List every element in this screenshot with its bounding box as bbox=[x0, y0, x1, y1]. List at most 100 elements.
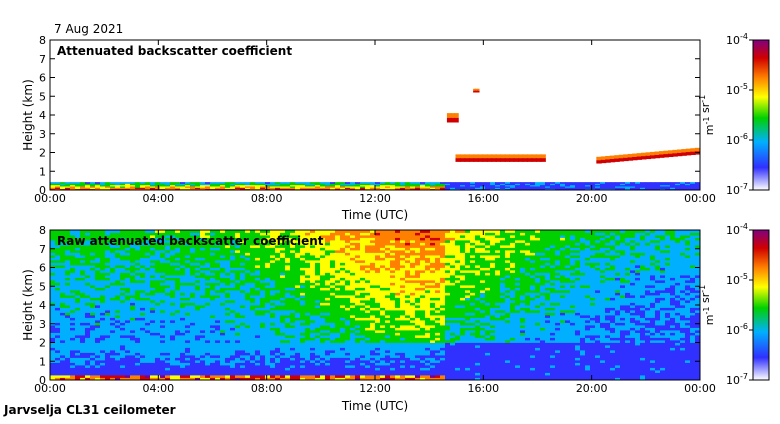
heat-cell bbox=[155, 300, 160, 303]
heat-cell bbox=[295, 275, 300, 278]
heat-cell bbox=[380, 310, 385, 313]
heat-cell bbox=[125, 313, 130, 316]
heat-cell bbox=[60, 320, 65, 323]
heat-cell bbox=[310, 360, 315, 363]
heat-cell bbox=[320, 303, 325, 306]
heat-cell bbox=[65, 328, 70, 331]
heat-cell bbox=[335, 350, 340, 353]
heat-cell bbox=[70, 343, 75, 346]
heat-cell bbox=[365, 310, 370, 313]
heat-cell bbox=[65, 298, 70, 301]
heat-cell bbox=[335, 263, 340, 266]
heat-cell bbox=[260, 343, 265, 346]
heat-cell bbox=[310, 280, 315, 283]
heat-cell bbox=[150, 280, 155, 283]
heat-cell bbox=[310, 373, 315, 376]
heat-cell bbox=[340, 293, 345, 296]
heat-cell bbox=[90, 273, 95, 276]
heat-cell bbox=[260, 340, 265, 343]
heat-cell bbox=[255, 182, 260, 184]
heat-cell bbox=[50, 255, 55, 258]
heat-cell bbox=[155, 355, 160, 358]
heat-cell bbox=[325, 258, 330, 261]
heat-cell bbox=[265, 305, 270, 308]
heat-cell bbox=[105, 250, 110, 253]
heat-cell bbox=[315, 320, 320, 323]
heat-cell bbox=[265, 293, 270, 296]
heat-cell bbox=[145, 270, 150, 273]
heat-cell bbox=[155, 265, 160, 268]
heat-cell bbox=[105, 310, 110, 313]
heat-cell bbox=[180, 345, 185, 348]
heat-cell bbox=[165, 250, 170, 253]
heat-cell bbox=[315, 182, 320, 184]
heat-cell bbox=[90, 375, 95, 378]
heat-cell bbox=[375, 360, 380, 363]
heat-cell bbox=[125, 375, 130, 378]
heat-cell bbox=[365, 283, 370, 286]
heat-cell bbox=[300, 358, 305, 361]
heat-cell bbox=[365, 325, 370, 328]
heat-cell bbox=[300, 290, 305, 293]
heat-cell bbox=[360, 368, 365, 371]
heat-cell bbox=[95, 182, 100, 184]
heat-cell bbox=[240, 355, 245, 358]
heat-cell bbox=[185, 300, 190, 303]
heat-cell bbox=[305, 323, 310, 326]
heat-cell bbox=[300, 283, 305, 286]
heat-cell bbox=[70, 365, 75, 368]
heat-cell bbox=[140, 328, 145, 331]
heat-cell bbox=[260, 338, 265, 341]
heat-cell bbox=[300, 300, 305, 303]
heat-cell bbox=[380, 265, 385, 268]
heat-cell bbox=[200, 320, 205, 323]
heat-cell bbox=[240, 253, 245, 256]
heat-cell bbox=[100, 303, 105, 306]
heat-cell bbox=[190, 363, 195, 366]
heat-cell bbox=[230, 303, 235, 306]
heat-cell bbox=[195, 288, 200, 291]
heat-cell bbox=[295, 328, 300, 331]
heat-cell bbox=[165, 325, 170, 328]
heat-cell bbox=[170, 350, 175, 353]
heat-cell bbox=[290, 182, 295, 184]
heat-cell bbox=[115, 315, 120, 318]
heat-cell bbox=[365, 275, 370, 278]
heat-cell bbox=[205, 313, 210, 316]
heat-cell bbox=[360, 328, 365, 331]
heat-cell bbox=[220, 328, 225, 331]
heat-cell bbox=[370, 308, 375, 311]
heat-cell bbox=[285, 275, 290, 278]
heat-cell bbox=[135, 300, 140, 303]
heat-cell bbox=[185, 343, 190, 346]
heat-cell bbox=[165, 295, 170, 298]
heat-cell bbox=[245, 340, 250, 343]
heat-cell bbox=[105, 270, 110, 273]
heat-cell bbox=[185, 368, 190, 371]
heat-cell bbox=[135, 270, 140, 273]
heat-cell bbox=[115, 250, 120, 253]
heat-cell bbox=[235, 353, 240, 356]
heat-cell bbox=[120, 360, 125, 363]
heat-cell bbox=[180, 270, 185, 273]
heat-cell bbox=[165, 305, 170, 308]
heat-cell bbox=[60, 293, 65, 296]
heat-cell bbox=[125, 303, 130, 306]
heat-cell bbox=[370, 293, 375, 296]
heat-cell bbox=[105, 340, 110, 343]
heat-cell bbox=[110, 333, 115, 336]
heat-cell bbox=[385, 305, 390, 308]
heat-cell bbox=[350, 182, 355, 184]
heat-cell bbox=[135, 285, 140, 288]
heat-cell bbox=[120, 315, 125, 318]
heat-cell bbox=[330, 233, 335, 236]
heat-cell bbox=[175, 300, 180, 303]
heat-cell bbox=[330, 283, 335, 286]
heat-cell bbox=[305, 328, 310, 331]
heat-cell bbox=[145, 283, 150, 286]
heat-cell bbox=[250, 343, 255, 346]
heat-cell bbox=[200, 295, 205, 298]
heat-cell bbox=[200, 333, 205, 336]
heat-cell bbox=[130, 343, 135, 346]
heat-cell bbox=[220, 348, 225, 351]
